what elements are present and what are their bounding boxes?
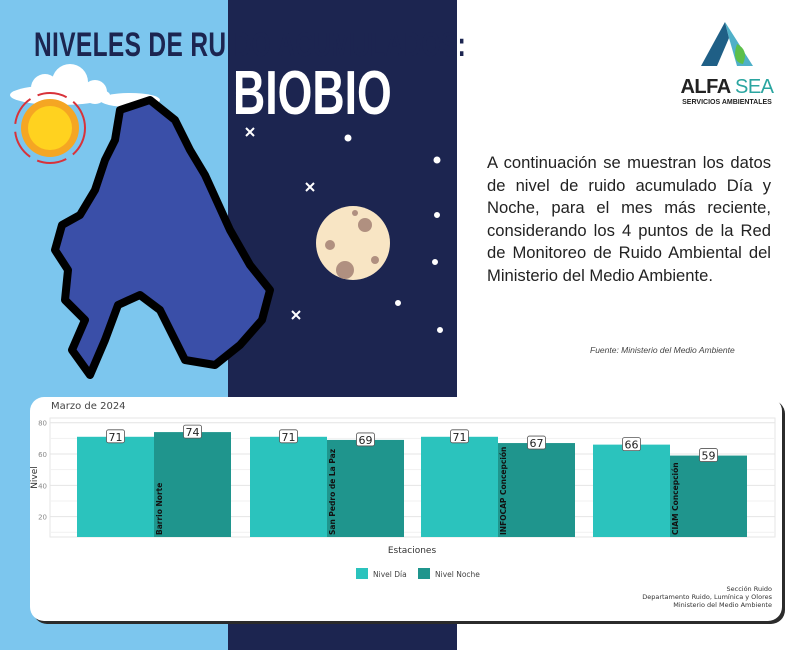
data-label-box bbox=[183, 424, 202, 439]
data-label: 59 bbox=[702, 450, 716, 463]
bar-dia bbox=[77, 436, 154, 537]
sun-icon bbox=[14, 92, 86, 164]
station-label: San Pedro de La Paz bbox=[328, 449, 337, 535]
moon-icon bbox=[316, 206, 390, 280]
data-label: 66 bbox=[625, 439, 639, 452]
chart-card: 20 40 60 80 Nivel 71 74 Barrio Norte 71 69 San Ped… bbox=[30, 397, 782, 621]
region-title: BIOBIO bbox=[233, 59, 392, 128]
chart-credits: Sección Ruido Departamento Ruido, Lumíni… bbox=[642, 585, 772, 609]
legend-label: Nivel Noche bbox=[435, 570, 480, 579]
data-label: 71 bbox=[282, 431, 296, 444]
y-tick-label: 20 bbox=[38, 514, 47, 522]
page-title: NIVELES DE RUIDO ACUMULADOS: bbox=[34, 26, 467, 64]
data-label-box bbox=[450, 429, 469, 444]
y-tick-label: 40 bbox=[38, 482, 47, 490]
station-label: CIAM Concepción bbox=[671, 462, 680, 535]
data-label: 71 bbox=[453, 431, 467, 444]
legend-swatch bbox=[356, 568, 368, 579]
description-text: A continuación se muestran los datos de … bbox=[487, 153, 771, 285]
data-label-box bbox=[699, 448, 718, 462]
bar-chart: 20 40 60 80 Nivel 71 74 Barrio Norte 71 69 San Ped… bbox=[30, 417, 776, 579]
credit-line: Departamento Ruido, Lumínica y Olores bbox=[642, 593, 772, 601]
logo-name-sea: SEA bbox=[735, 76, 774, 98]
bar-noche bbox=[670, 455, 747, 537]
legend-swatch bbox=[418, 568, 430, 579]
y-tick-label: 80 bbox=[38, 420, 47, 428]
alfa-sea-logo: ALFA SEA SERVICIOS AMBIENTALES bbox=[672, 22, 782, 106]
bar-dia bbox=[421, 436, 498, 537]
data-label: 71 bbox=[109, 431, 123, 444]
bar-noche bbox=[154, 432, 231, 537]
bar-noche bbox=[327, 439, 404, 537]
data-label: 69 bbox=[359, 434, 373, 447]
source-note: Fuente: Ministerio del Medio Ambiente bbox=[590, 345, 735, 355]
bar-dia bbox=[250, 436, 327, 537]
x-axis-label: Estaciones bbox=[388, 546, 437, 556]
logo-mark-icon bbox=[701, 22, 753, 66]
credit-line: Ministerio del Medio Ambiente bbox=[673, 601, 772, 609]
bar-noche bbox=[498, 443, 575, 537]
legend-label: Nivel Día bbox=[373, 570, 407, 579]
data-label-box bbox=[622, 437, 641, 452]
bar-dia bbox=[593, 444, 670, 537]
data-label-box bbox=[279, 429, 298, 444]
station-label: Barrio Norte bbox=[155, 483, 164, 535]
y-axis-label: Nivel bbox=[30, 466, 40, 489]
credit-line: Sección Ruido bbox=[726, 585, 773, 593]
data-label-box bbox=[356, 432, 375, 447]
y-tick-label: 60 bbox=[38, 451, 47, 459]
cloud-icon bbox=[10, 64, 160, 107]
data-label-box bbox=[527, 435, 546, 450]
data-label: 74 bbox=[186, 426, 200, 439]
biobio-map bbox=[51, 96, 274, 379]
stars-icon bbox=[245, 127, 443, 333]
data-label-box bbox=[106, 429, 125, 444]
chart-title: Marzo de 2024 bbox=[51, 401, 126, 412]
logo-name-alfa: ALFA bbox=[680, 76, 730, 98]
data-label: 67 bbox=[530, 437, 544, 450]
logo-tagline: SERVICIOS AMBIENTALES bbox=[682, 99, 772, 106]
station-label: INFOCAP Concepción bbox=[499, 447, 508, 535]
